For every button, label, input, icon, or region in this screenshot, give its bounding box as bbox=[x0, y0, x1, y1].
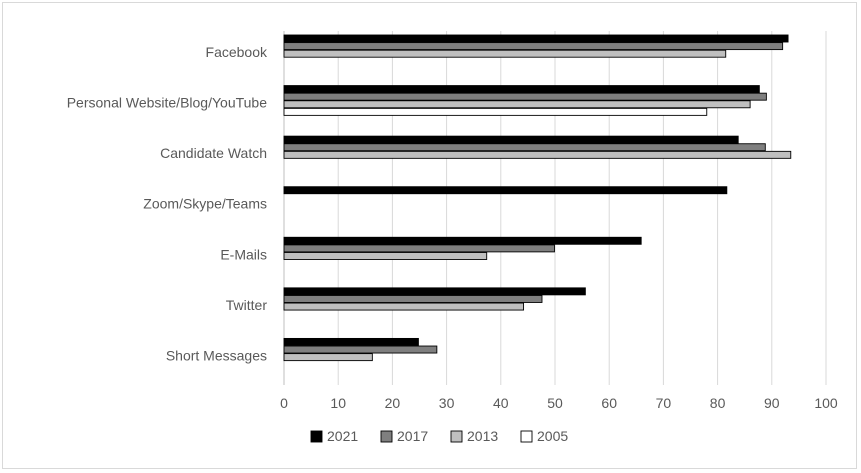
bar-2021-5 bbox=[283, 287, 586, 296]
bar-2021-2 bbox=[283, 135, 739, 144]
bar-2013-5 bbox=[283, 302, 525, 311]
x-tick-label-50: 50 bbox=[547, 395, 563, 411]
category-label-3: Zoom/Skype/Teams bbox=[143, 196, 267, 212]
bar-2017-1 bbox=[283, 92, 767, 101]
x-tick-label-90: 90 bbox=[764, 395, 780, 411]
legend-swatch-2021 bbox=[310, 430, 323, 443]
bar-2013-0 bbox=[283, 49, 727, 58]
bar-2013-4 bbox=[283, 252, 488, 260]
bar-2021-0 bbox=[283, 34, 789, 43]
bar-2017-0 bbox=[283, 42, 784, 51]
x-tick-label-30: 30 bbox=[439, 395, 455, 411]
x-tick-label-60: 60 bbox=[601, 395, 617, 411]
bar-2021-3 bbox=[283, 186, 728, 195]
bar-2013-1 bbox=[283, 100, 751, 109]
bar-2017-5 bbox=[283, 295, 543, 303]
grid-layer bbox=[283, 31, 827, 385]
legend-swatch-2013 bbox=[450, 430, 463, 443]
legend-label-2005: 2005 bbox=[537, 428, 568, 444]
x-tick-label-70: 70 bbox=[656, 395, 672, 411]
legend: 2021 2017 2013 2005 bbox=[310, 428, 568, 444]
legend-label-2013: 2013 bbox=[467, 428, 498, 444]
x-tick-label-10: 10 bbox=[330, 395, 346, 411]
bar-2013-2 bbox=[283, 150, 792, 159]
bar-2017-4 bbox=[283, 244, 555, 253]
category-label-6: Short Messages bbox=[166, 347, 267, 363]
bar-layer bbox=[283, 34, 792, 362]
legend-swatch-2017 bbox=[380, 430, 393, 443]
x-tick-label-80: 80 bbox=[710, 395, 726, 411]
legend-swatch-2005 bbox=[520, 430, 533, 443]
x-tick-label-40: 40 bbox=[493, 395, 509, 411]
bar-2013-6 bbox=[283, 353, 373, 362]
bar-2021-4 bbox=[283, 236, 642, 245]
bar-2005-1 bbox=[283, 107, 708, 116]
bar-chart: 0 10 20 30 40 50 60 70 80 90 100 Facebook Personal W… bbox=[67, 31, 838, 444]
label-layer: 0 10 20 30 40 50 60 70 80 90 100 Facebook Personal W… bbox=[67, 44, 838, 411]
bar-2017-2 bbox=[283, 143, 766, 152]
x-tick-label-0: 0 bbox=[280, 395, 288, 411]
category-label-2: Candidate Watch bbox=[160, 145, 267, 161]
category-label-1: Personal Website/Blog/YouTube bbox=[67, 95, 267, 111]
legend-label-2021: 2021 bbox=[327, 428, 358, 444]
x-tick-label-100: 100 bbox=[814, 395, 838, 411]
category-label-5: Twitter bbox=[226, 297, 268, 313]
category-label-0: Facebook bbox=[206, 44, 268, 60]
x-tick-label-20: 20 bbox=[385, 395, 401, 411]
legend-label-2017: 2017 bbox=[397, 428, 428, 444]
bar-2017-6 bbox=[283, 345, 438, 354]
bar-2021-1 bbox=[283, 85, 760, 94]
bar-2021-6 bbox=[283, 337, 419, 346]
category-label-4: E-Mails bbox=[220, 246, 267, 262]
